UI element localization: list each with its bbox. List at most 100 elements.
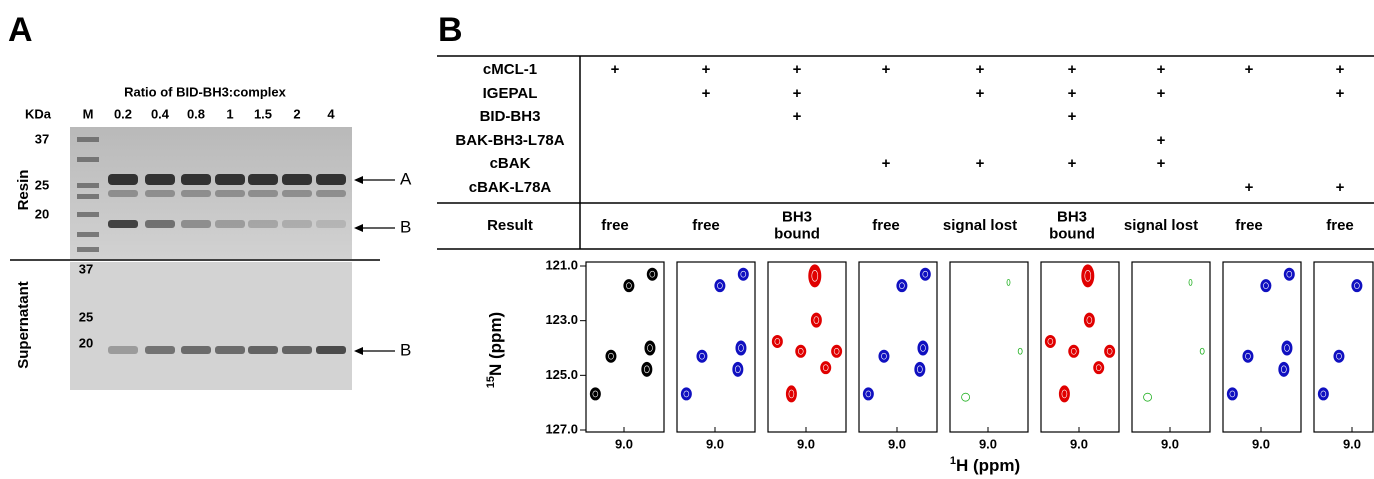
peak [646,267,658,281]
row-label: cBAK-L78A [469,179,552,196]
band [108,346,138,354]
peak-contour [788,389,795,399]
peak [795,344,807,358]
peak-contour [717,282,723,289]
peak-contour [1354,282,1360,289]
peak-contour [1095,364,1102,371]
peak-contour [1263,282,1269,289]
result-label: Result [487,217,533,234]
band [282,346,312,354]
peak-contour [699,352,705,360]
result: free [872,217,900,234]
band [316,220,346,228]
x-tick-label: 9.0 [979,436,997,451]
band [248,346,278,354]
band [108,190,138,197]
peak-contour [917,365,923,374]
peak [605,349,617,363]
ladder-band [77,212,99,217]
panel-label: A [8,11,33,49]
panel-label: B [438,11,463,49]
peak [737,267,749,281]
peak [961,392,970,402]
band [248,174,278,185]
spectrum-frame [1222,261,1302,433]
peak [878,349,890,363]
band [282,190,312,197]
peak [785,385,797,403]
spectrum-frame [858,261,938,433]
arrow-label: A [400,169,412,188]
cell-mark: + [1068,108,1077,125]
band [145,174,175,185]
peak-contour [899,282,905,289]
result: bound [774,225,820,242]
result: BH3 [782,208,812,225]
peak [831,344,843,358]
ladder-band [77,194,99,199]
lane-label: 4 [327,106,335,121]
arrow-head [354,176,363,184]
cell-mark: + [1336,85,1345,102]
peak [1317,387,1329,401]
peak [1081,264,1095,288]
band [282,220,312,228]
peak-contour [592,390,599,398]
result: bound [1049,225,1095,242]
peak [1199,347,1205,355]
peak [1242,349,1254,363]
peak-contour [1245,352,1251,360]
peak [1044,334,1056,348]
peak-contour [1336,352,1342,360]
peak-contour [833,347,840,355]
peak [1278,361,1290,377]
peak [919,267,931,281]
peak [914,361,926,377]
cell-mark: + [976,155,985,172]
peak-contour [922,270,929,278]
x-tick-label: 9.0 [1343,436,1361,451]
cell-mark: + [1336,179,1345,196]
cell-mark: + [976,85,985,102]
cell-mark: + [1068,85,1077,102]
peak [1104,344,1116,358]
label-text: H (ppm) [956,456,1020,475]
peak-contour [881,352,887,360]
marker-label: 20 [35,206,49,221]
peak [1058,385,1070,403]
sup: 1 [950,455,956,467]
peak [623,279,635,293]
peak [1188,278,1193,286]
cell-mark: + [976,61,985,78]
cell-mark: + [1068,61,1077,78]
result: free [601,217,629,234]
arrow-label: B [400,217,411,236]
peak-contour [740,270,747,278]
lane-label: 1 [226,106,233,121]
peak-contour [649,270,656,278]
peak [1226,387,1238,401]
spectrum: 9.0 [767,261,847,451]
peak-contour [1084,270,1092,282]
spectrum-frame [585,261,665,433]
band [248,220,278,228]
row-label: IGEPAL [483,85,538,102]
peak-contour [822,364,829,371]
band [145,346,175,354]
ladder-band [77,137,99,142]
gel-title: Ratio of BID-BH3:complex [124,84,287,99]
lane-label: M [83,106,94,121]
marker-label: 25 [35,177,49,192]
spectrum-frame [1313,261,1374,433]
peak-contour [1061,389,1068,399]
spectrum: 9.0 [949,261,1029,451]
cell-mark: + [1157,155,1166,172]
marker-label: 20 [79,335,93,350]
peak-contour [774,338,781,345]
peak [862,387,874,401]
cell-mark: + [1157,85,1166,102]
kda-label: KDa [25,106,52,121]
band [181,174,211,185]
peak [1260,279,1272,293]
peak-contour [626,282,632,289]
